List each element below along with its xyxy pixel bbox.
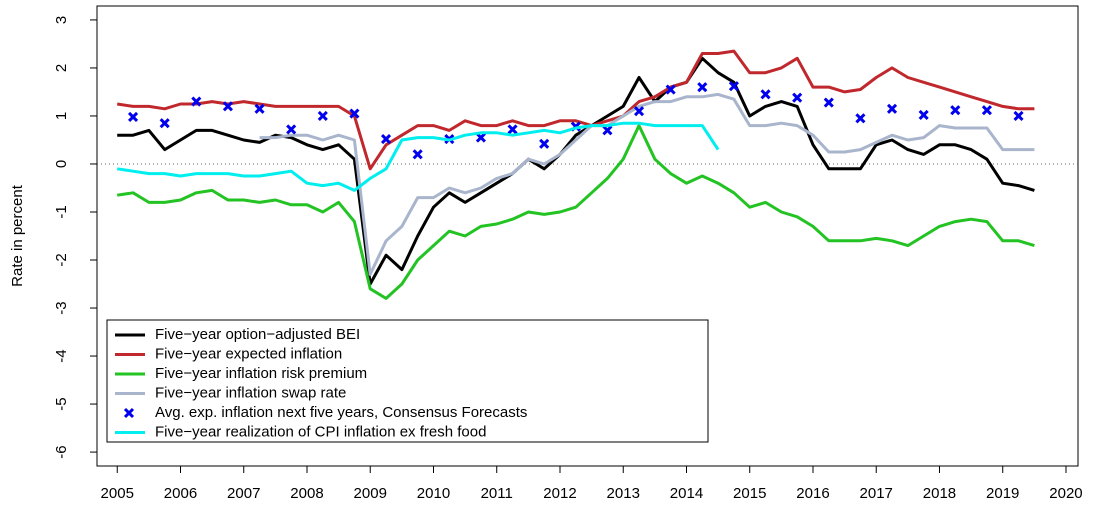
x-tick-label: 2019 (986, 485, 1019, 502)
data-point (254, 103, 265, 114)
data-point (918, 109, 929, 121)
data-point (792, 92, 803, 103)
data-point (191, 96, 202, 107)
y-tick-label: -6 (53, 445, 70, 458)
data-point (886, 103, 898, 114)
data-point (981, 105, 992, 116)
legend-box (106, 319, 709, 443)
data-point (159, 118, 170, 129)
x-tick-label: 2020 (1049, 485, 1082, 502)
data-point (317, 110, 328, 122)
data-point (127, 111, 139, 122)
plot-frame (96, 5, 1079, 467)
x-tick-label: 2012 (543, 485, 576, 502)
data-point (507, 124, 518, 135)
data-point (222, 101, 233, 112)
x-tick-label: 2006 (164, 485, 197, 502)
y-tick-label: -4 (53, 349, 70, 362)
data-point (855, 113, 866, 124)
legend-label: Avg. exp. inflation next five years, Con… (155, 404, 527, 421)
series-line (259, 92, 1035, 276)
data-point (823, 97, 834, 108)
x-tick-label: 2010 (417, 485, 450, 502)
x-tick-label: 2013 (607, 485, 640, 502)
x-tick-label: 2014 (670, 485, 703, 502)
legend-label: Five−year option−adjusted BEI (155, 326, 360, 343)
x-tick-label: 2008 (290, 485, 323, 502)
x-tick-label: 2017 (860, 485, 893, 502)
legend-label: Five−year inflation swap rate (155, 384, 346, 401)
data-point (1013, 110, 1024, 122)
data-point (728, 81, 739, 92)
legend-label: Five−year expected inflation (155, 345, 342, 362)
y-tick-label: 1 (53, 112, 70, 120)
y-tick-label: 3 (53, 16, 70, 24)
x-tick-label: 2016 (796, 485, 829, 502)
data-point (697, 82, 708, 93)
x-tick-label: 2005 (101, 485, 134, 502)
data-point (539, 138, 550, 149)
x-tick-label: 2009 (354, 485, 387, 502)
y-tick-label: -5 (53, 397, 70, 410)
series-line (116, 124, 1035, 300)
x-tick-label: 2018 (923, 485, 956, 502)
data-point (950, 105, 961, 116)
data-point (286, 124, 297, 135)
y-tick-label: 2 (53, 64, 70, 72)
x-tick-label: 2015 (733, 485, 766, 502)
data-point (349, 108, 360, 119)
series-line (116, 49, 1035, 171)
y-tick-label: -2 (53, 253, 70, 266)
data-point (412, 149, 423, 160)
y-axis-label: Rate in percent (9, 184, 26, 287)
x-tick-label: 2011 (481, 485, 513, 502)
data-point (633, 106, 645, 117)
y-tick-label: -1 (53, 205, 70, 218)
data-point (665, 84, 676, 95)
series-line (117, 56, 1035, 286)
y-tick-label: 0 (53, 160, 70, 168)
data-point (602, 125, 613, 136)
legend-label: Five−year inflation risk premium (155, 365, 367, 382)
legend-symbol (123, 407, 135, 419)
series-line (116, 121, 720, 192)
y-tick-label: -3 (53, 301, 70, 314)
data-point (760, 89, 771, 100)
legend-label: Five−year realization of CPI inflation e… (155, 423, 486, 440)
data-point (380, 133, 392, 145)
data-point (475, 132, 486, 143)
x-tick-label: 2007 (227, 485, 260, 502)
